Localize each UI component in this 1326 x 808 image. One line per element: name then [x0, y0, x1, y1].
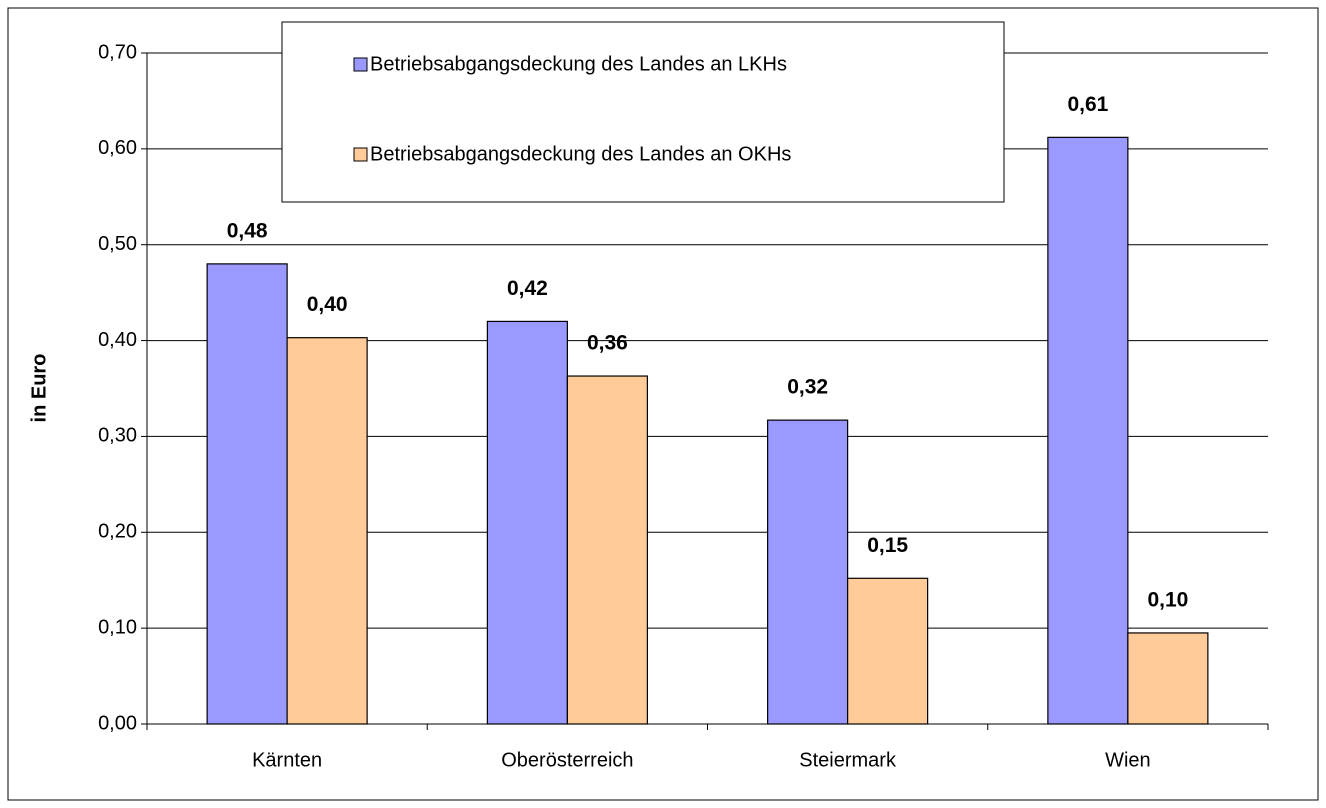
y-tick-label: 0,70	[98, 41, 137, 63]
x-tick-label: Oberösterreich	[501, 749, 633, 771]
x-tick-label: Kärnten	[252, 749, 322, 771]
bar	[486, 320, 568, 725]
bar	[767, 419, 849, 725]
legend-swatch	[353, 57, 368, 72]
bar	[286, 337, 368, 725]
value-label: 0,36	[587, 332, 628, 355]
bar	[1127, 632, 1209, 725]
legend-swatch	[353, 147, 368, 162]
value-label: 0,32	[787, 376, 828, 399]
value-label: 0,48	[227, 219, 268, 242]
y-tick-label: 0,20	[98, 521, 137, 543]
bar	[206, 263, 288, 725]
y-tick-label: 0,10	[98, 616, 137, 638]
value-label: 0,40	[307, 293, 348, 316]
legend-box	[281, 21, 1005, 203]
bar	[1047, 136, 1129, 725]
value-label: 0,10	[1147, 588, 1188, 611]
legend-label: Betriebsabgangsdeckung des Landes an LKH…	[370, 53, 787, 75]
value-label: 0,42	[507, 277, 548, 300]
y-tick-label: 0,30	[98, 425, 137, 447]
value-label: 0,61	[1067, 93, 1108, 116]
bar	[847, 577, 929, 725]
x-tick-label: Steiermark	[799, 749, 897, 771]
value-label: 0,15	[867, 534, 908, 557]
x-tick-label: Wien	[1105, 749, 1151, 771]
y-tick-label: 0,50	[98, 233, 137, 255]
y-axis-title: in Euro	[28, 354, 50, 423]
y-tick-label: 0,60	[98, 137, 137, 159]
y-tick-label: 0,00	[98, 712, 137, 734]
legend-label: Betriebsabgangsdeckung des Landes an OKH…	[370, 143, 791, 165]
bar	[566, 375, 648, 725]
y-tick-label: 0,40	[98, 329, 137, 351]
